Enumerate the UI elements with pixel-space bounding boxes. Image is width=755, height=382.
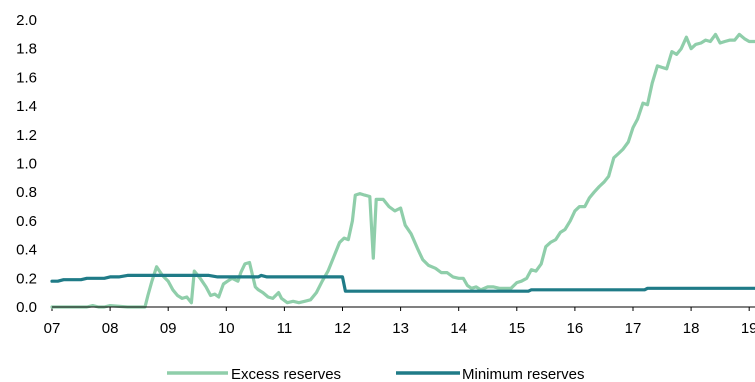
legend-item-excess-reserves: Excess reserves bbox=[167, 366, 341, 382]
legend-item-minimum-reserves: Minimum reserves bbox=[396, 366, 585, 382]
y-tick-label: 0.8 bbox=[16, 184, 37, 201]
x-tick-label: 12 bbox=[334, 320, 351, 337]
x-tick-label: 11 bbox=[277, 320, 293, 337]
x-tick-label: 14 bbox=[450, 320, 467, 337]
y-tick-label: 1.8 bbox=[16, 41, 37, 58]
y-tick-label: 1.6 bbox=[16, 69, 37, 86]
x-axis-ticks: 07 08 09 10 11 12 13 14 15 16 17 18 19 bbox=[44, 307, 755, 337]
y-tick-label: 2.0 bbox=[16, 12, 37, 29]
x-tick-label: 16 bbox=[567, 320, 584, 337]
series-lines bbox=[50, 32, 755, 309]
y-axis-ticks: 0.0 0.2 0.4 0.6 0.8 1.0 1.2 1.4 1.6 1.8 2.0 bbox=[16, 12, 37, 316]
x-tick-label: 19 bbox=[741, 320, 755, 337]
y-tick-label: 0.4 bbox=[16, 242, 37, 259]
y-tick-label: 0.2 bbox=[16, 270, 37, 287]
minimum-reserves-line bbox=[50, 273, 755, 293]
excess-reserves-line bbox=[50, 32, 755, 309]
x-tick-label: 10 bbox=[218, 320, 235, 337]
y-tick-label: 1.4 bbox=[16, 98, 37, 115]
x-tick-label: 17 bbox=[625, 320, 642, 337]
x-tick-label: 07 bbox=[44, 320, 61, 337]
x-tick-label: 09 bbox=[160, 320, 177, 337]
y-tick-label: 1.2 bbox=[16, 127, 37, 144]
x-tick-label: 08 bbox=[102, 320, 119, 337]
x-tick-label: 13 bbox=[392, 320, 409, 337]
y-tick-label: 0.0 bbox=[16, 299, 37, 316]
legend: Excess reserves Minimum reserves bbox=[167, 366, 585, 382]
legend-label: Excess reserves bbox=[231, 366, 341, 382]
x-tick-label: 18 bbox=[683, 320, 700, 337]
y-tick-label: 0.6 bbox=[16, 213, 37, 230]
y-tick-label: 1.0 bbox=[16, 156, 37, 173]
legend-label: Minimum reserves bbox=[462, 366, 585, 382]
x-tick-label: 15 bbox=[508, 320, 525, 337]
